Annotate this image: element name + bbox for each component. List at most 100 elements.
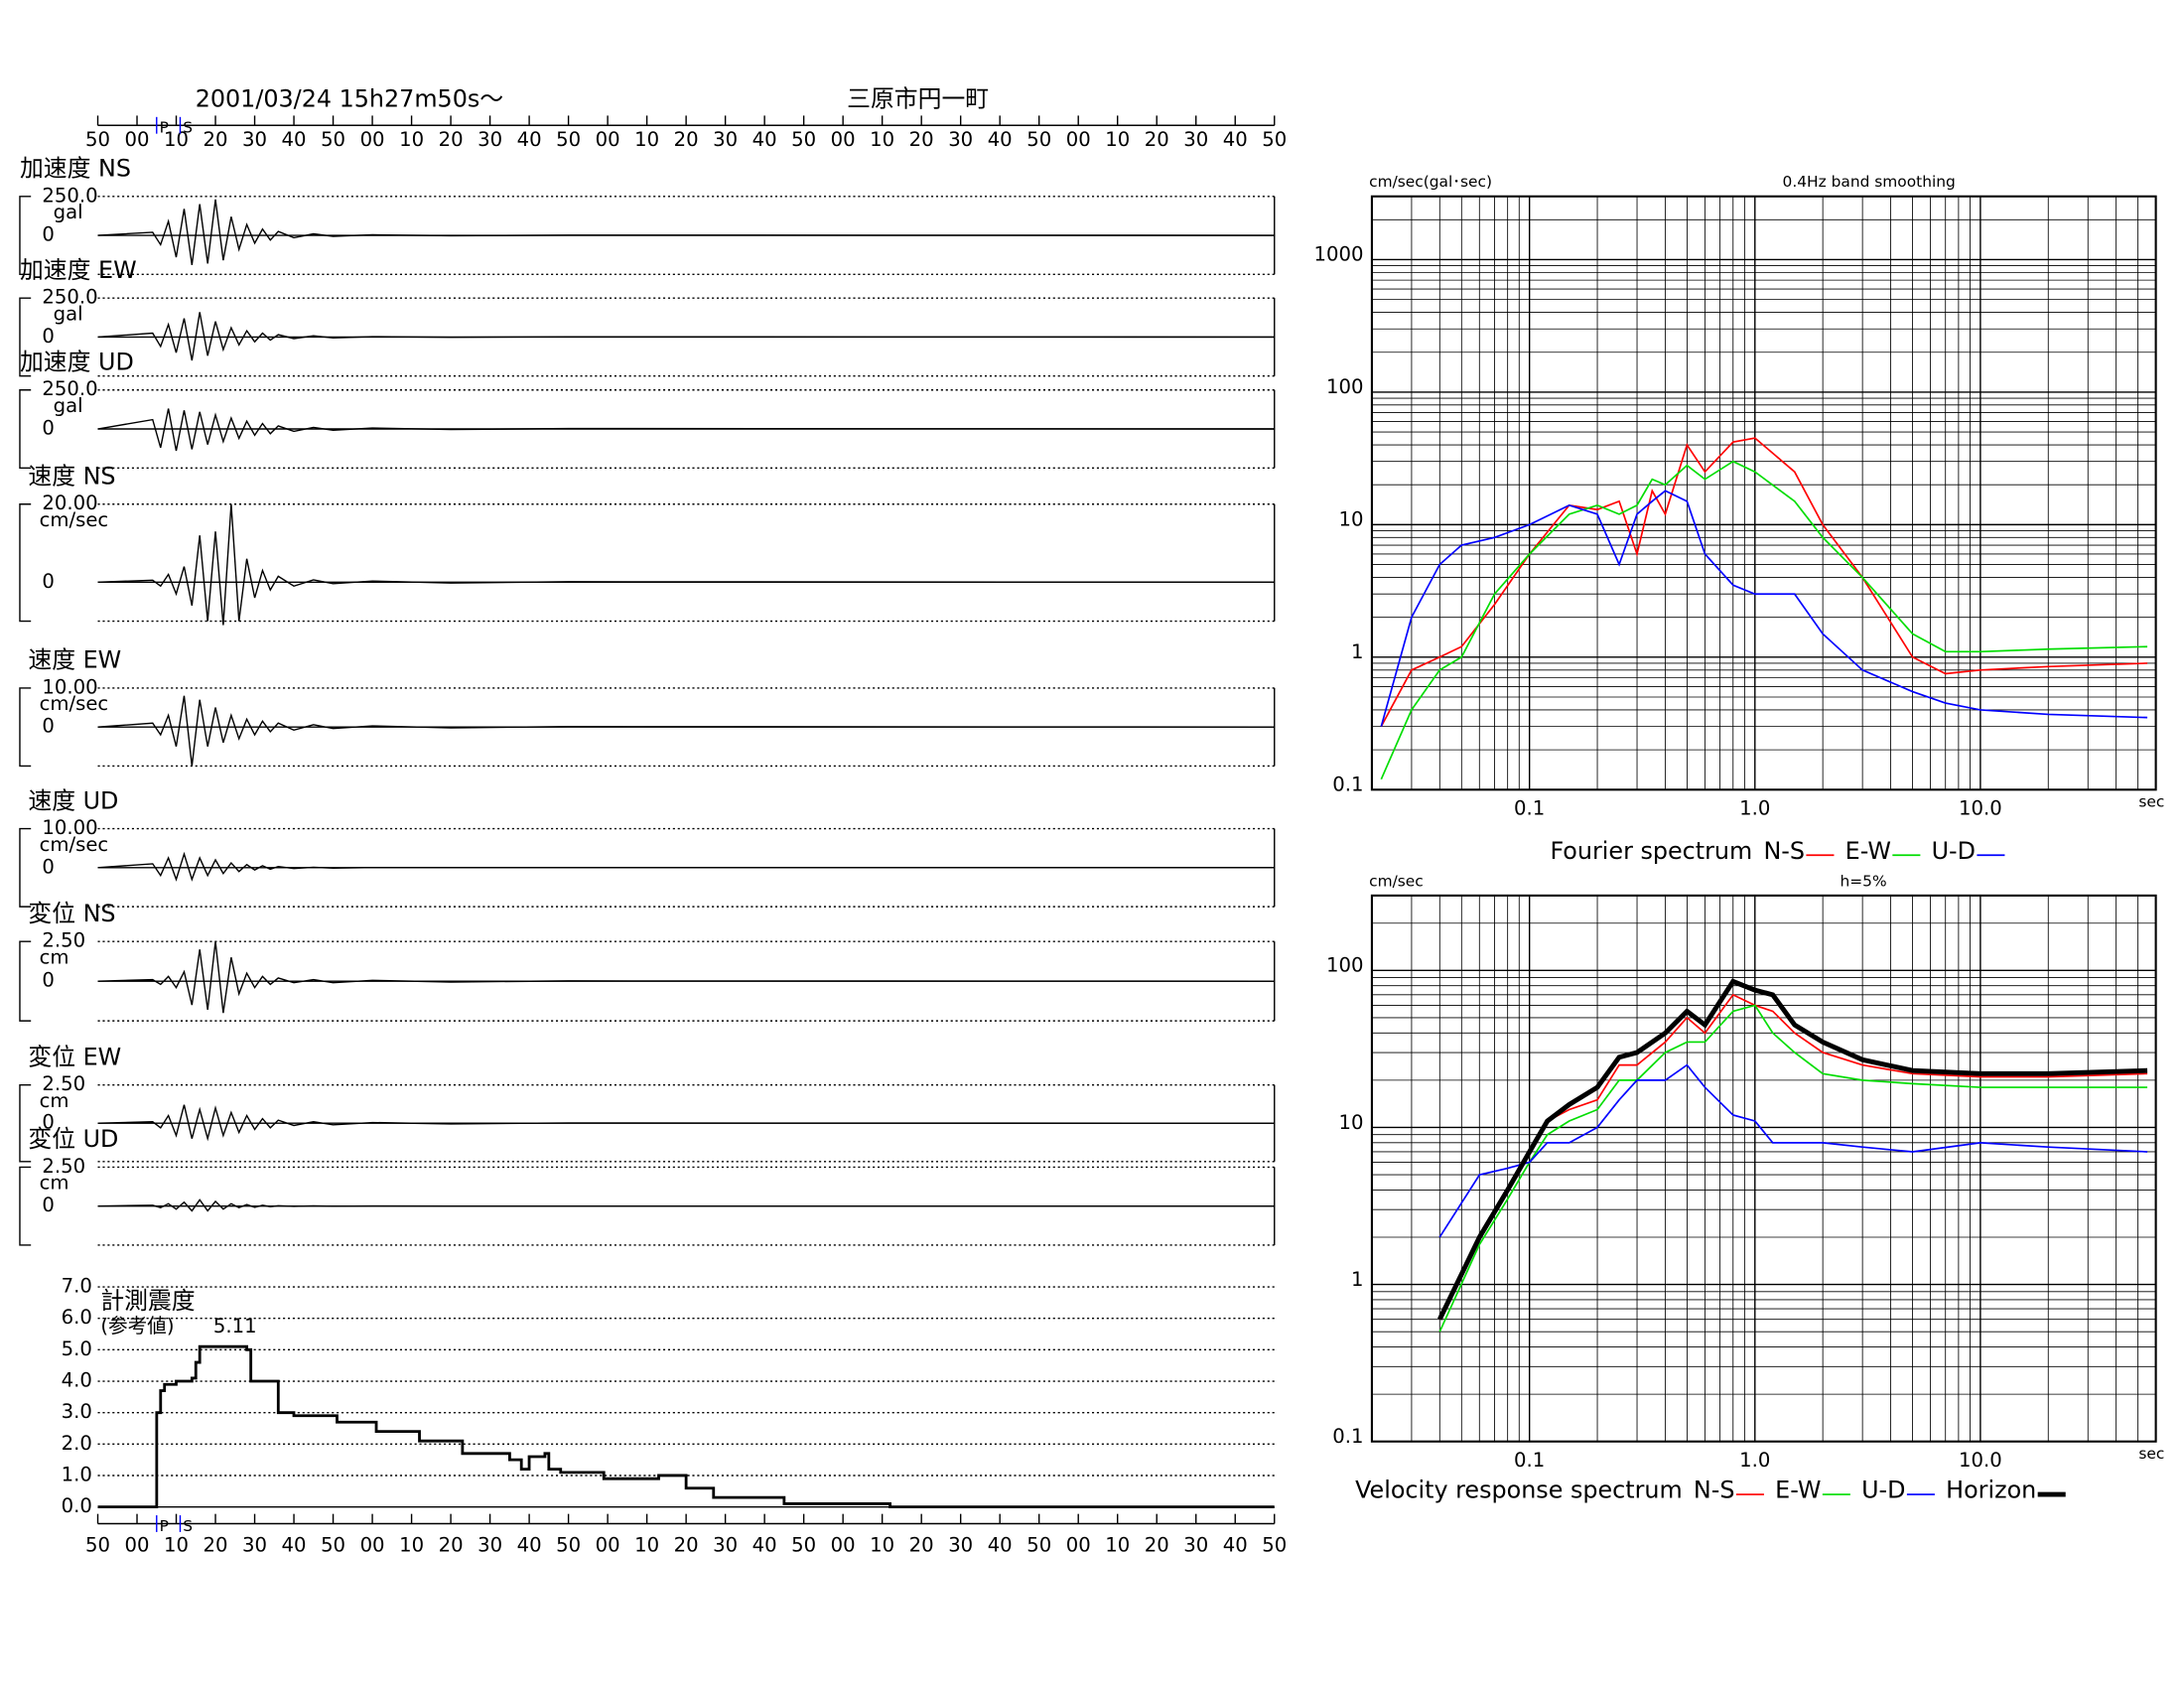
scale-label: 0 xyxy=(42,1111,55,1134)
time-tick-label: 40 xyxy=(517,1533,542,1556)
x-tick-label: 10.0 xyxy=(1959,796,2002,819)
legend-label: Horizon xyxy=(1946,1477,2036,1504)
bracket xyxy=(19,940,32,1022)
time-tick-label: 40 xyxy=(752,128,777,151)
scale-label: 0 xyxy=(42,855,55,878)
time-tick-label: 20 xyxy=(674,128,699,151)
unit-label: gal xyxy=(54,302,83,325)
time-tick-label: 10 xyxy=(399,128,424,151)
time-tick-label: 10 xyxy=(870,128,894,151)
y-tick-label: 5.0 xyxy=(62,1337,92,1360)
legend-label: U-D xyxy=(1932,837,1976,865)
trace-label: 変位 NS xyxy=(28,900,115,927)
time-tick-label: 50 xyxy=(1026,128,1051,151)
bracket xyxy=(19,196,32,276)
time-tick-label: 20 xyxy=(909,1533,934,1556)
time-tick-label: 30 xyxy=(948,128,973,151)
scale-label: 0 xyxy=(42,325,55,348)
x-unit: sec xyxy=(2138,1445,2164,1463)
y-tick-label: 1 xyxy=(1351,1268,1364,1291)
trace-label: 加速度 EW xyxy=(20,256,137,284)
y-unit: cm/sec xyxy=(1369,872,1424,890)
plot-frame xyxy=(1370,195,2157,791)
time-tick-label: 00 xyxy=(360,128,385,151)
waveform xyxy=(97,408,1275,452)
waveform xyxy=(97,1104,1275,1142)
time-tick-label: 50 xyxy=(321,1533,345,1556)
scale-label: 0 xyxy=(42,570,55,593)
y-tick-label: 2.0 xyxy=(62,1432,92,1455)
unit-label: cm xyxy=(40,1172,69,1195)
scale-label: 0 xyxy=(42,1194,55,1216)
spectrum-line xyxy=(1438,1004,2148,1333)
y-tick-label: 6.0 xyxy=(62,1306,92,1329)
scale-label: 250.0 xyxy=(42,377,97,400)
time-tick-label: 50 xyxy=(1262,1533,1287,1556)
y-tick-label: 7.0 xyxy=(62,1275,92,1298)
time-tick-label: 10 xyxy=(870,1533,894,1556)
intensity-line xyxy=(97,1344,1275,1509)
scale-label: 20.00 xyxy=(42,492,97,514)
time-tick-label: 50 xyxy=(85,1533,110,1556)
y-unit: cm/sec(gal･sec) xyxy=(1369,173,1492,191)
bracket xyxy=(19,389,32,469)
x-tick-label: 1.0 xyxy=(1739,1449,1770,1472)
trace-label: 変位 UD xyxy=(28,1125,118,1153)
time-tick-label: 30 xyxy=(1183,1533,1208,1556)
y-tick-label: 3.0 xyxy=(62,1400,92,1423)
time-tick-label: 00 xyxy=(125,128,150,151)
time-tick-label: 50 xyxy=(1262,128,1287,151)
waveform xyxy=(97,851,1275,882)
time-tick-label: 40 xyxy=(1223,1533,1248,1556)
time-tick-label: 10 xyxy=(1105,128,1130,151)
legend-label: N-S xyxy=(1694,1477,1735,1504)
time-tick-label: 10 xyxy=(1105,1533,1130,1556)
time-tick-label: 30 xyxy=(242,1533,267,1556)
trace-label: 変位 EW xyxy=(28,1044,121,1071)
time-tick-label: 50 xyxy=(1026,1533,1051,1556)
unit-label: gal xyxy=(54,201,83,223)
time-tick-label: 00 xyxy=(831,1533,856,1556)
bracket xyxy=(19,827,32,908)
y-tick-label: 0.1 xyxy=(1332,774,1363,796)
phase-label: P xyxy=(160,119,169,137)
scale-label: 0 xyxy=(42,417,55,440)
station-name: 三原市円一町 xyxy=(847,84,989,112)
y-tick-label: 1.0 xyxy=(62,1463,92,1485)
time-tick-label: 10 xyxy=(634,1533,659,1556)
unit-label: cm/sec xyxy=(40,833,109,856)
waveform xyxy=(97,199,1275,266)
unit-label: cm xyxy=(40,946,69,969)
waveform xyxy=(97,503,1275,626)
time-tick-label: 30 xyxy=(478,128,502,151)
note: 0.4Hz band smoothing xyxy=(1783,173,1956,191)
time-tick-label: 50 xyxy=(556,1533,581,1556)
time-tick-label: 30 xyxy=(713,128,738,151)
time-tick-label: 10 xyxy=(399,1533,424,1556)
trace-label: 加速度 NS xyxy=(20,155,131,183)
unit-label: gal xyxy=(54,394,83,417)
time-tick-label: 50 xyxy=(85,128,110,151)
time-tick-label: 40 xyxy=(988,1533,1013,1556)
time-tick-label: 20 xyxy=(674,1533,699,1556)
scale-label: 0 xyxy=(42,969,55,992)
trace-label: 加速度 UD xyxy=(20,349,134,376)
bracket xyxy=(19,297,32,377)
time-tick-label: 20 xyxy=(439,128,464,151)
plot-frame xyxy=(1370,894,2157,1443)
x-tick-label: 1.0 xyxy=(1739,796,1770,819)
annotation: (参考値) xyxy=(100,1315,174,1337)
bracket xyxy=(19,503,32,623)
x-unit: sec xyxy=(2138,792,2164,810)
time-tick-label: 20 xyxy=(439,1533,464,1556)
y-tick-label: 0.0 xyxy=(62,1494,92,1517)
time-tick-label: 50 xyxy=(556,128,581,151)
waveform xyxy=(97,312,1275,361)
y-tick-label: 100 xyxy=(1326,954,1363,977)
time-tick-label: 20 xyxy=(909,128,934,151)
phase-label: S xyxy=(183,119,193,137)
time-tick-label: 50 xyxy=(791,1533,816,1556)
unit-label: cm/sec xyxy=(40,508,109,531)
time-tick-label: 00 xyxy=(360,1533,385,1556)
